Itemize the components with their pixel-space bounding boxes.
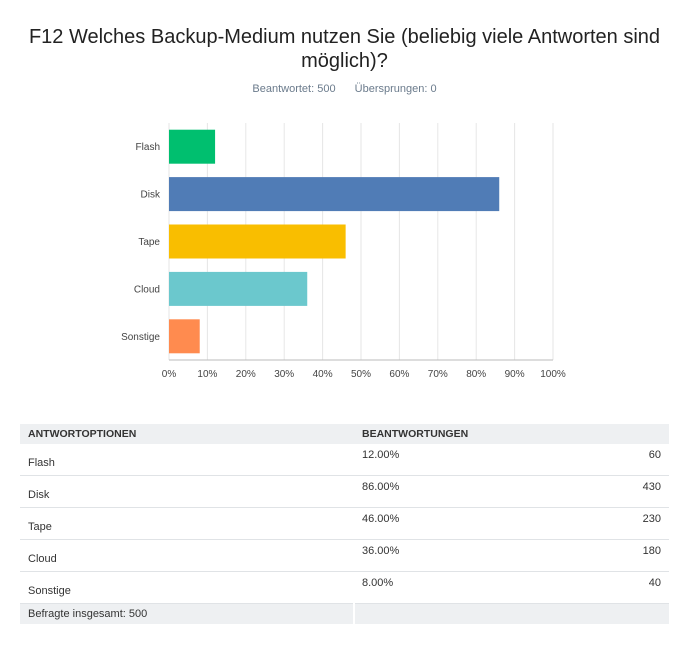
bar [169, 224, 346, 259]
x-tick-label: 20% [236, 369, 256, 380]
bar-chart: Flash Disk Tape Cloud Sonstige 0% 10% 20% 30% 40… [121, 123, 566, 380]
category-label: Cloud [134, 284, 160, 295]
option-label: Sonstige [20, 571, 354, 604]
option-label: Cloud [20, 539, 354, 572]
category-label: Sonstige [121, 332, 160, 343]
total-respondents: Befragte insgesamt: 500 [20, 603, 354, 624]
response-table: ANTWORTOPTIONEN BEANTWORTUNGEN Flash 12.… [20, 424, 669, 624]
column-header-options: ANTWORTOPTIONEN [20, 424, 354, 444]
table-row: Tape 46.00% 230 [20, 507, 669, 540]
question-title: F12 Welches Backup-Medium nutzen Sie (be… [28, 26, 661, 72]
x-tick-label: 0% [162, 369, 177, 380]
option-count: 40 [545, 571, 669, 604]
column-header-responses: BEANTWORTUNGEN [354, 424, 669, 444]
x-tick-label: 60% [389, 369, 409, 380]
table-row: Cloud 36.00% 180 [20, 539, 669, 572]
response-summary: Beantwortet: 500 Übersprungen: 0 [0, 83, 689, 95]
option-count: 230 [545, 507, 669, 540]
option-count: 430 [545, 475, 669, 508]
total-row: Befragte insgesamt: 500 [20, 603, 669, 624]
option-percent: 46.00% [354, 507, 546, 540]
option-label: Flash [20, 444, 354, 476]
option-label: Tape [20, 507, 354, 540]
x-tick-label: 50% [351, 369, 371, 380]
answered-count: Beantwortet: 500 [252, 83, 336, 95]
table-row: Flash 12.00% 60 [20, 444, 669, 476]
total-empty-cell [353, 603, 669, 624]
category-label: Flash [136, 142, 160, 153]
x-tick-label: 70% [428, 369, 448, 380]
x-tick-label: 80% [466, 369, 486, 380]
x-tick-label: 30% [274, 369, 294, 380]
chart-category-labels: Flash Disk Tape Cloud Sonstige [121, 142, 161, 343]
skipped-count: Übersprungen: 0 [354, 83, 437, 95]
chart-bars [169, 129, 500, 354]
x-tick-label: 90% [505, 369, 525, 380]
table-row: Sonstige 8.00% 40 [20, 571, 669, 604]
option-percent: 86.00% [354, 475, 546, 508]
bar [169, 177, 500, 212]
bar [169, 129, 216, 164]
bar [169, 319, 200, 354]
x-tick-label: 100% [540, 369, 566, 380]
option-label: Disk [20, 475, 354, 508]
x-tick-label: 40% [313, 369, 333, 380]
table-row: Disk 86.00% 430 [20, 475, 669, 508]
category-label: Tape [138, 237, 160, 248]
bar [169, 271, 308, 306]
category-label: Disk [141, 190, 161, 201]
chart-tick-labels: 0% 10% 20% 30% 40% 50% 60% 70% 80% 90% 100% [162, 369, 566, 380]
option-percent: 8.00% [354, 571, 546, 604]
option-count: 180 [545, 539, 669, 572]
option-percent: 36.00% [354, 539, 546, 572]
x-tick-label: 10% [197, 369, 217, 380]
option-percent: 12.00% [354, 444, 546, 476]
option-count: 60 [545, 444, 669, 476]
